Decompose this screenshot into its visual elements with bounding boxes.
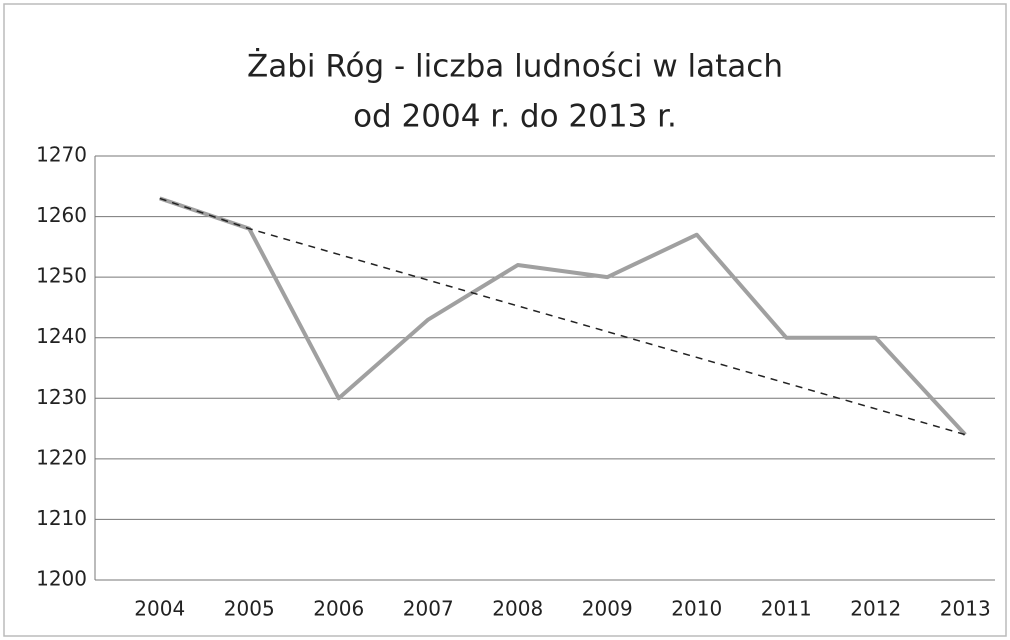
x-tick-label: 2007 xyxy=(403,597,454,621)
y-tick-label: 1220 xyxy=(36,445,87,469)
y-tick-label: 1250 xyxy=(36,264,87,288)
chart-title: od 2004 r. do 2013 r. xyxy=(353,99,677,135)
x-tick-label: 2006 xyxy=(313,597,364,621)
x-tick-label: 2005 xyxy=(224,597,275,621)
x-tick-label: 2004 xyxy=(134,597,185,621)
x-tick-label: 2008 xyxy=(492,597,543,621)
y-tick-label: 1230 xyxy=(36,385,87,409)
x-tick-label: 2013 xyxy=(940,597,991,621)
data-line xyxy=(159,196,967,436)
x-tick-label: 2009 xyxy=(582,597,633,621)
x-tick-label: 2010 xyxy=(671,597,722,621)
y-tick-label: 1240 xyxy=(36,324,87,348)
y-tick-label: 1270 xyxy=(36,143,87,167)
y-tick-label: 1200 xyxy=(36,567,87,591)
x-tick-label: 2011 xyxy=(761,597,812,621)
y-tick-label: 1210 xyxy=(36,506,87,530)
trend-line xyxy=(159,197,966,436)
y-tick-label: 1260 xyxy=(36,203,87,227)
chart-border xyxy=(3,3,1007,637)
chart-title: Żabi Róg - liczba ludności w latach xyxy=(247,49,783,85)
x-tick-label: 2012 xyxy=(850,597,901,621)
